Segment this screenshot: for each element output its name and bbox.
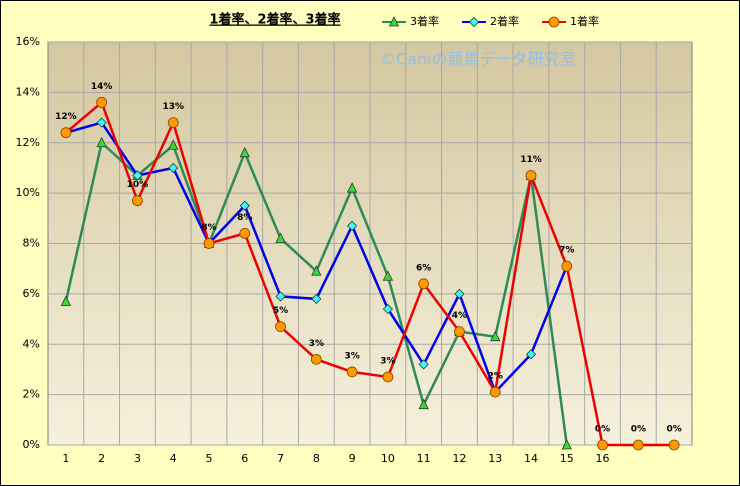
- marker: [239, 228, 251, 239]
- marker: [311, 293, 322, 304]
- marker: [382, 270, 394, 281]
- x-tick-label: 12: [452, 452, 466, 465]
- y-tick-label: 0%: [23, 438, 40, 451]
- marker: [275, 321, 286, 333]
- y-tick-label: 12%: [16, 136, 40, 149]
- marker: [347, 220, 358, 231]
- legend-marker: [388, 16, 400, 27]
- marker: [96, 97, 108, 108]
- x-tick-label: 16: [596, 452, 610, 465]
- marker: [132, 195, 143, 207]
- marker: [561, 439, 572, 450]
- y-tick-label: 2%: [23, 388, 40, 401]
- data-label: 5%: [273, 306, 288, 316]
- marker: [561, 260, 573, 272]
- x-tick-label: 14: [524, 452, 538, 465]
- y-tick-label: 8%: [23, 237, 40, 250]
- marker: [311, 265, 322, 276]
- marker: [489, 386, 501, 398]
- marker: [668, 439, 680, 451]
- y-tick-label: 14%: [16, 85, 40, 98]
- marker: [490, 330, 501, 342]
- marker: [346, 366, 358, 378]
- legend-label: 3着率: [410, 14, 439, 28]
- x-tick-label: 4: [170, 452, 177, 465]
- x-tick-label: 6: [241, 452, 248, 465]
- marker: [60, 295, 72, 306]
- marker: [132, 170, 143, 181]
- marker: [597, 439, 608, 451]
- legend-label: 2着率: [490, 14, 519, 28]
- legend-label: 1着率: [570, 14, 599, 28]
- y-tick-label: 4%: [23, 337, 40, 350]
- data-label: 6%: [416, 263, 431, 273]
- data-label: 3%: [344, 351, 359, 361]
- y-tick-label: 10%: [16, 186, 40, 199]
- data-label: 10%: [127, 180, 149, 190]
- marker: [525, 349, 537, 360]
- data-label: 12%: [55, 112, 77, 122]
- marker: [632, 439, 644, 451]
- data-label: 4%: [452, 311, 467, 321]
- x-tick-label: 10: [381, 452, 395, 465]
- marker: [382, 371, 394, 383]
- marker: [275, 232, 286, 243]
- x-tick-label: 3: [134, 452, 141, 465]
- data-label: 14%: [91, 82, 113, 92]
- data-label: 0%: [631, 425, 646, 435]
- marker: [60, 127, 72, 139]
- marker: [167, 117, 179, 128]
- y-tick-label: 16%: [16, 35, 40, 48]
- chart-title: 1着率、2着率、3着率: [209, 12, 340, 28]
- data-label: 2%: [488, 372, 503, 382]
- x-tick-label: 5: [206, 452, 213, 465]
- marker: [239, 146, 250, 158]
- marker: [168, 139, 179, 150]
- data-label: 0%: [595, 425, 610, 435]
- marker: [454, 326, 465, 338]
- marker: [418, 359, 429, 370]
- marker: [96, 136, 107, 148]
- marker: [454, 288, 465, 299]
- marker: [346, 182, 358, 193]
- data-label: 3%: [309, 339, 324, 349]
- marker: [418, 278, 430, 290]
- x-tick-label: 2: [98, 452, 105, 465]
- x-tick-label: 13: [488, 452, 502, 465]
- data-label: 3%: [380, 356, 395, 366]
- marker: [310, 353, 322, 365]
- marker: [525, 170, 537, 181]
- marker: [275, 291, 286, 302]
- data-label: 13%: [162, 102, 184, 112]
- legend-marker: [548, 16, 560, 28]
- x-tick-label: 15: [560, 452, 574, 465]
- x-tick-label: 1: [62, 452, 69, 465]
- marker: [239, 200, 250, 211]
- x-tick-label: 9: [349, 452, 356, 465]
- marker: [168, 162, 179, 174]
- data-label: 8%: [201, 223, 216, 233]
- x-tick-label: 7: [277, 452, 284, 465]
- marker: [203, 238, 215, 249]
- marker: [96, 117, 107, 128]
- y-tick-label: 6%: [23, 287, 40, 300]
- marker: [418, 398, 429, 410]
- data-label: 7%: [559, 246, 574, 256]
- x-tick-label: 11: [417, 452, 431, 465]
- data-label: 8%: [237, 213, 252, 223]
- data-label: 0%: [666, 425, 681, 435]
- series-line: [65, 100, 675, 447]
- marker: [382, 303, 393, 315]
- data-label: 11%: [520, 155, 542, 165]
- x-tick-label: 8: [313, 452, 320, 465]
- legend-marker: [468, 16, 480, 28]
